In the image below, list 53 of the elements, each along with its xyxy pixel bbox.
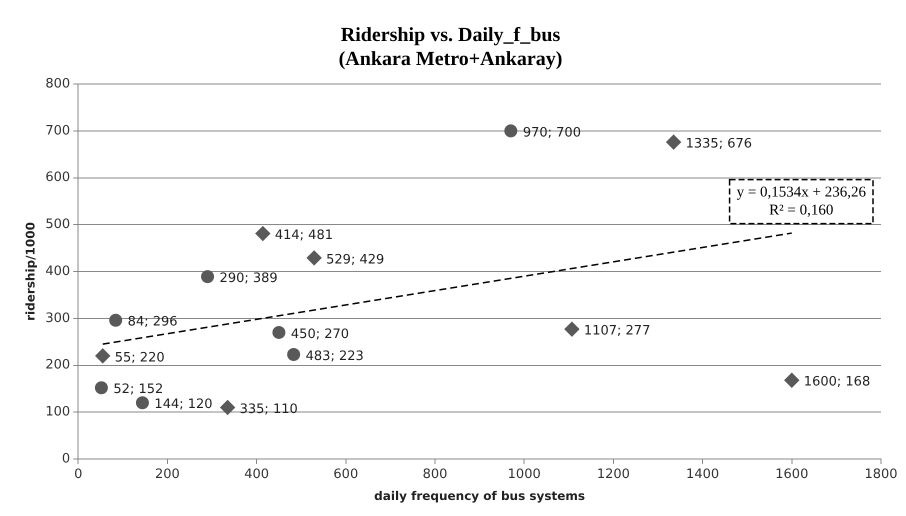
point	[94, 381, 108, 394]
point	[136, 396, 149, 410]
x-tick-label: 400	[244, 467, 270, 482]
data-label: 1600; 168	[804, 374, 870, 390]
point	[255, 226, 270, 242]
data-label: 483; 223	[306, 348, 364, 364]
data-label: 1335; 676	[686, 136, 752, 152]
x-tick-label: 1000	[508, 467, 541, 482]
x-axis-title: daily frequency of bus systems	[374, 488, 586, 503]
y-axis-title: ridership/1000	[23, 222, 38, 321]
x-tick-label: 1400	[686, 467, 720, 482]
point	[504, 124, 518, 138]
data-label: 970; 700	[522, 125, 581, 140]
x-tick-label: 200	[154, 467, 180, 482]
point	[666, 134, 682, 150]
data-label: 52; 152	[113, 382, 164, 398]
x-tick-label: 1600	[775, 467, 808, 482]
annotation: R² = 0,160	[769, 202, 834, 219]
y-tick-label: 200	[45, 358, 70, 373]
data-label: 290; 389	[220, 271, 278, 286]
y-tick-label: 700	[45, 123, 70, 138]
point	[784, 372, 800, 388]
data-label: 529; 429	[326, 252, 384, 268]
y-tick-label: 800	[45, 76, 70, 92]
chart-title: Ridership vs. Daily_f_bus	[340, 24, 560, 46]
point	[220, 400, 236, 415]
x-tick-label: 600	[333, 467, 358, 482]
y-tick-label: 300	[45, 310, 70, 326]
y-tick-label: 0	[62, 451, 70, 466]
x-tick-label: 800	[422, 467, 448, 482]
data-label: 414; 481	[274, 228, 333, 243]
point	[272, 326, 286, 339]
data-label: 84; 296	[128, 314, 178, 330]
x-tick-label: 1800	[864, 467, 898, 482]
y-tick-label: 400	[45, 264, 70, 279]
data-label: 1107; 277	[584, 324, 650, 339]
point	[201, 270, 214, 284]
y-tick-label: 600	[45, 170, 70, 186]
annotation: y = 0,1534x + 236,26	[736, 184, 866, 201]
y-tick-label: 500	[45, 217, 70, 232]
point	[287, 348, 300, 361]
y-tick-label: 100	[45, 404, 70, 420]
data-label: 450; 270	[290, 326, 350, 342]
point	[109, 314, 122, 327]
data-label: 144; 120	[154, 397, 213, 412]
point	[306, 250, 322, 266]
x-tick-label: 1200	[596, 467, 630, 482]
chart-subtitle: (Ankara Metro+Ankaray)	[338, 48, 562, 70]
point	[564, 322, 580, 337]
data-label: 335; 110	[240, 402, 298, 417]
point	[95, 348, 110, 364]
x-tick-label: 0	[74, 467, 82, 482]
data-label: 55; 220	[114, 350, 165, 366]
